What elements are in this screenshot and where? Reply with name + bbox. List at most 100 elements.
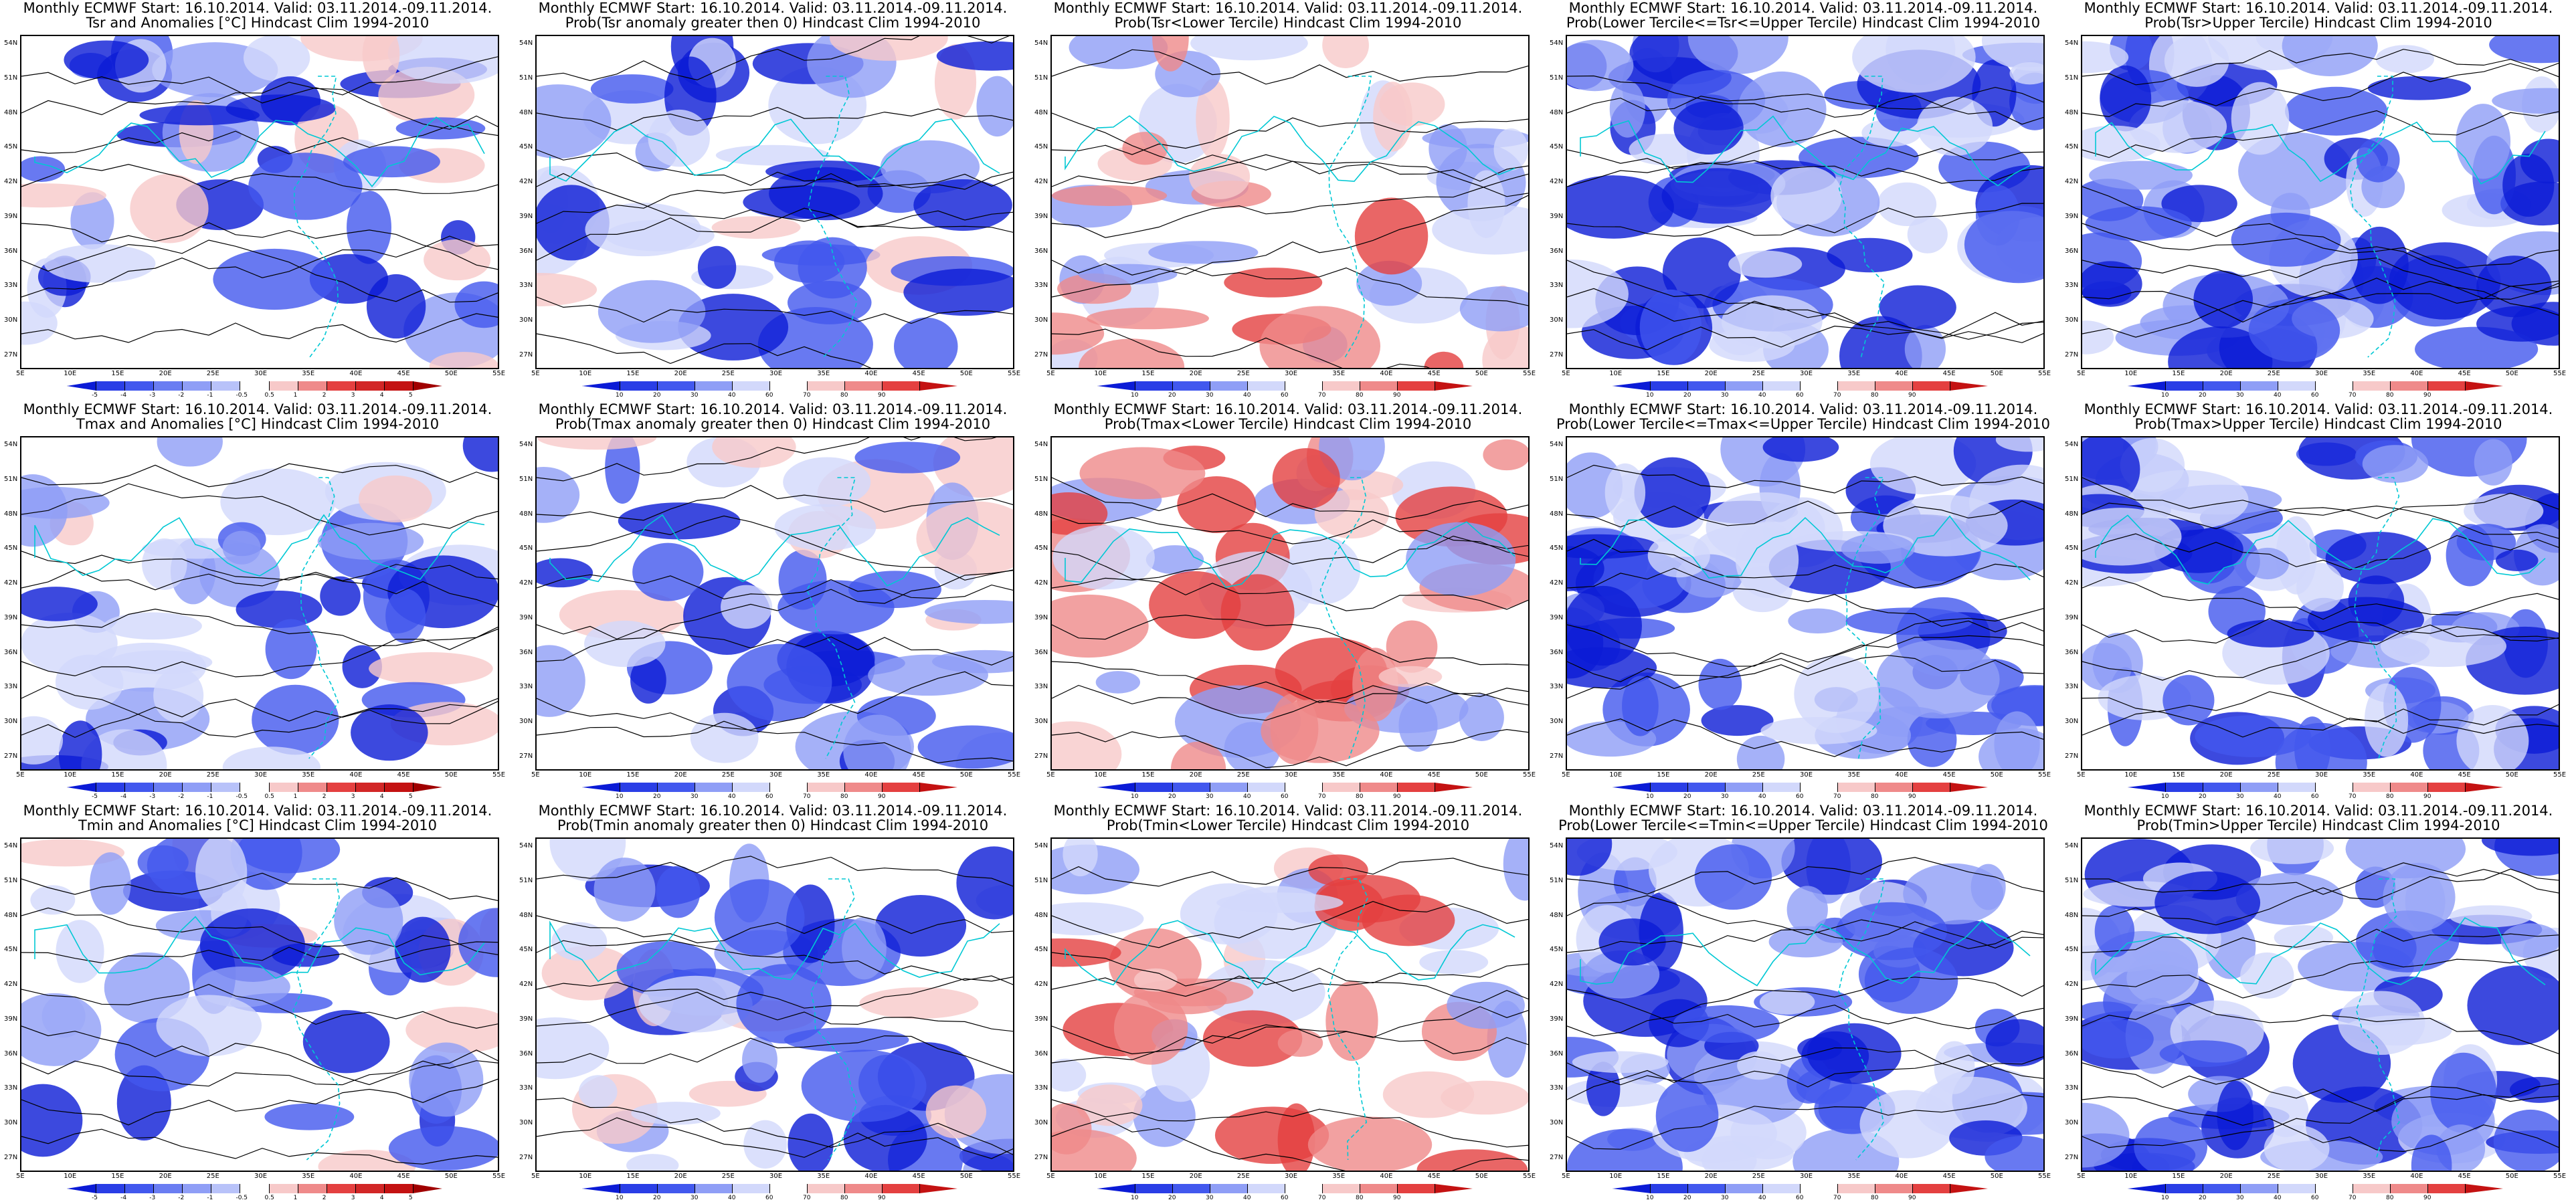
longitude-label: 45E: [2458, 370, 2471, 377]
colorbar-swatch: [153, 381, 183, 391]
latitude-label: 42N: [4, 981, 18, 989]
colorbar-tick-label: 70: [2349, 793, 2357, 800]
longitude-label: 25E: [206, 1173, 219, 1180]
forecast-map: [2081, 436, 2560, 771]
colorbar-swatch: [2390, 783, 2428, 792]
colorbar-tick-label: 5: [408, 793, 413, 800]
colorbar-swatch: [2315, 783, 2353, 792]
longitude-label: 10E: [2124, 771, 2138, 779]
latitude-label: 39N: [2065, 212, 2079, 220]
longitude-label: 45E: [1427, 1173, 1441, 1180]
forecast-map: [2081, 35, 2560, 369]
colorbar-swatch: [620, 1184, 658, 1193]
latitude-label: 42N: [2065, 579, 2079, 587]
colorbar-swatch: [297, 1184, 327, 1193]
longitude-label: 45E: [1427, 370, 1441, 377]
colorbar-swatch: [1097, 1184, 1135, 1193]
longitude-label: 35E: [302, 1173, 315, 1180]
latitude-label: 48N: [519, 911, 533, 919]
longitude-label: 15E: [111, 771, 124, 779]
latitude-label: 51N: [1550, 74, 1564, 82]
colorbar-tick-label: 20: [2199, 1195, 2207, 1201]
map-panel: Monthly ECMWF Start: 16.10.2014. Valid: …: [1030, 401, 1546, 803]
latitude-label: 27N: [1550, 752, 1564, 760]
longitude-label: 5E: [2077, 370, 2086, 377]
colorbar-swatch: [807, 381, 845, 391]
longitude-label: 5E: [16, 771, 25, 779]
longitude-label: 20E: [1189, 771, 1202, 779]
map-shading: [21, 36, 498, 368]
colorbar-swatch: [297, 381, 327, 391]
colorbar-tick-label: 80: [1871, 392, 1879, 399]
colorbar-swatch: [182, 381, 212, 391]
colorbar-tick-label: 30: [691, 1195, 699, 1201]
latitude-label: 27N: [1034, 1154, 1048, 1161]
colorbar-tick-label: 2: [322, 793, 327, 800]
map-shading: [1052, 839, 1528, 1171]
colorbar-swatch: [355, 1184, 385, 1193]
colorbar-tick-label: 60: [765, 1195, 773, 1201]
colorbar-tick-label: 70: [1318, 1195, 1326, 1201]
colorbar-tick-label: 90: [1393, 392, 1401, 399]
latitude-label: 42N: [2065, 178, 2079, 186]
map-shading: [1567, 839, 2043, 1171]
colorbar-swatch: [1247, 783, 1285, 792]
panel-title-line1: Monthly ECMWF Start: 16.10.2014. Valid: …: [1053, 401, 1523, 417]
longitude-label: 15E: [1141, 370, 1155, 377]
colorbar-swatch: [412, 381, 442, 391]
colorbar-swatch: [732, 783, 770, 792]
panel-title-line2: Prob(Tmin<Lower Tercile) Hindcast Clim 1…: [1106, 817, 1470, 833]
colorbar-swatch: [1725, 1184, 1763, 1193]
longitude-label: 10E: [64, 771, 77, 779]
longitude-label: 50E: [1990, 771, 2003, 779]
colorbar-tick-label: 80: [840, 392, 848, 399]
colorbar-swatch: [1360, 1184, 1398, 1193]
longitude-label: 20E: [1704, 1173, 1718, 1180]
colorbar-swatch: [1172, 783, 1210, 792]
map-panel: Monthly ECMWF Start: 16.10.2014. Valid: …: [0, 401, 515, 803]
colorbar-swatch: [844, 783, 883, 792]
colorbar: 10 20 30 40 60 70 80 90: [1097, 381, 1473, 400]
map-shading: [537, 36, 1013, 368]
colorbar-swatch: [1613, 783, 1651, 792]
colorbar-tick-label: 20: [1683, 392, 1691, 399]
colorbar-swatch: [769, 783, 808, 792]
panel-title-line2: Prob(Lower Tercile<=Tsr<=Upper Tercile) …: [1566, 15, 2041, 31]
longitude-label: 40E: [349, 771, 363, 779]
colorbar-swatch: [2465, 381, 2503, 391]
colorbar-swatch: [882, 381, 920, 391]
panel-title-line2: Prob(Tmax anomaly greater then 0) Hindca…: [555, 416, 991, 432]
longitude-label: 35E: [302, 771, 315, 779]
forecast-map: [20, 837, 499, 1172]
colorbar-tick-label: 70: [803, 392, 811, 399]
colorbar-swatch: [240, 1184, 270, 1193]
panel-title-line1: Monthly ECMWF Start: 16.10.2014. Valid: …: [2084, 401, 2553, 417]
colorbar-tick-label: 40: [1758, 392, 1766, 399]
longitude-label: 30E: [769, 1173, 783, 1180]
latitude-label: 42N: [1550, 579, 1564, 587]
longitude-label: 10E: [579, 771, 592, 779]
colorbar-swatch: [769, 1184, 808, 1193]
panel-title-line1: Monthly ECMWF Start: 16.10.2014. Valid: …: [23, 803, 492, 819]
latitude-label: 33N: [2065, 282, 2079, 290]
latitude-label: 33N: [2065, 683, 2079, 691]
latitude-label: 33N: [1034, 1084, 1048, 1092]
latitude-label: 45N: [519, 143, 533, 151]
latitude-label: 33N: [4, 683, 18, 691]
longitude-label: 55E: [492, 771, 506, 779]
latitude-label: 42N: [1034, 981, 1048, 989]
colorbar-tick-label: 10: [2161, 392, 2169, 399]
colorbar-tick-label: -1: [207, 793, 213, 800]
longitude-label: 10E: [1609, 771, 1623, 779]
longitude-label: 50E: [2505, 1173, 2518, 1180]
latitude-label: 51N: [2065, 475, 2079, 483]
longitude-label: 50E: [444, 370, 458, 377]
longitude-label: 5E: [531, 771, 540, 779]
longitude-label: 25E: [721, 771, 735, 779]
colorbar-tick-label: -1: [207, 392, 213, 399]
colorbar-tick-label: -5: [92, 392, 98, 399]
colorbar: 10 20 30 40 60 70 80 90: [1097, 1184, 1473, 1203]
longitude-label: 15E: [2172, 1173, 2185, 1180]
longitude-label: 5E: [1046, 1173, 1055, 1180]
